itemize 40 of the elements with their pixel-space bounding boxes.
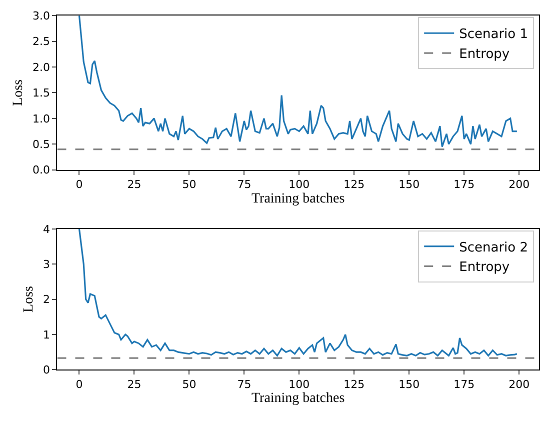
y-tick-label: 1.5: [32, 86, 50, 100]
legend-label: Entropy: [459, 260, 510, 276]
x-tick-label: 25: [127, 378, 142, 391]
x-axis-title: Training batches: [251, 391, 345, 406]
x-tick-label: 175: [454, 178, 475, 192]
x-tick-label: 25: [127, 178, 142, 192]
x-tick-label: 100: [288, 378, 310, 391]
x-tick-label: 125: [344, 178, 365, 192]
y-tick-label: 2.0: [32, 60, 50, 74]
y-tick-label: 4: [43, 222, 50, 236]
x-tick-label: 200: [508, 178, 530, 192]
x-tick-label: 75: [237, 178, 252, 192]
y-axis-title: Loss: [22, 286, 37, 313]
x-tick-label: 200: [508, 378, 530, 391]
x-tick-label: 150: [398, 178, 420, 192]
y-tick-label: 1.0: [32, 112, 50, 126]
x-tick-label: 125: [344, 378, 365, 391]
line-series: [78, 16, 518, 148]
x-tick-label: 175: [454, 378, 475, 391]
y-tick-label: 0.5: [32, 138, 50, 151]
x-tick-label: 150: [398, 378, 420, 391]
legend-label: Scenario 1: [459, 27, 528, 42]
x-tick-label: 50: [182, 378, 196, 391]
y-tick-label: 1: [43, 328, 50, 342]
y-tick-label: 3: [43, 258, 50, 271]
x-tick-label: 75: [237, 378, 252, 391]
x-tick-label: 0: [76, 378, 83, 391]
y-tick-label: 3.0: [32, 9, 50, 22]
x-tick-label: 0: [76, 178, 83, 192]
x-tick-label: 50: [182, 178, 196, 192]
x-axis-title: Training batches: [251, 191, 345, 206]
y-axis-title: Loss: [11, 80, 26, 106]
line-series: [78, 228, 518, 356]
x-tick-label: 100: [288, 178, 310, 192]
legend-label: Entropy: [459, 47, 510, 62]
y-tick-label: 0.0: [32, 164, 50, 177]
y-tick-label: 2: [43, 293, 50, 306]
legend-label: Scenario 2: [459, 240, 528, 256]
y-tick-label: 2.5: [32, 35, 50, 48]
y-tick-label: 0: [43, 364, 50, 377]
